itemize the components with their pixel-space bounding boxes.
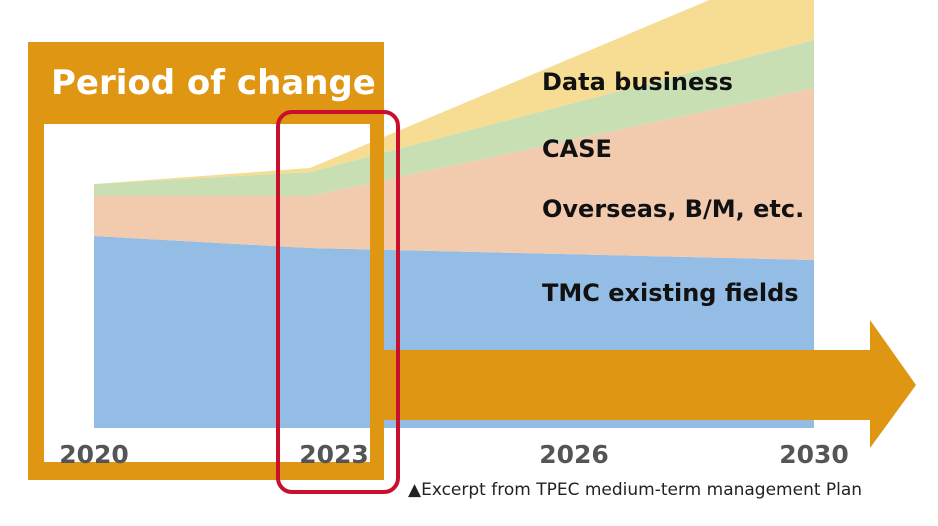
area-data-business bbox=[94, 0, 814, 184]
area-case bbox=[94, 40, 814, 196]
period-of-change-title: Period of change bbox=[51, 63, 376, 103]
period-of-change-box bbox=[28, 42, 384, 480]
series-label-overseas: Overseas, B/M, etc. bbox=[542, 195, 804, 223]
tick-label-2023: 2023 bbox=[299, 440, 369, 469]
series-label-case: CASE bbox=[542, 135, 612, 163]
series-label-data-business: Data business bbox=[542, 68, 733, 96]
area-series-group bbox=[94, 0, 814, 428]
forward-arrow bbox=[370, 320, 916, 448]
tick-label-2020: 2020 bbox=[59, 440, 129, 469]
highlight-2023-frame bbox=[276, 110, 400, 494]
tick-label-2030: 2030 bbox=[779, 440, 849, 469]
series-label-tmc-existing: TMC existing fields bbox=[542, 279, 799, 307]
tick-label-2026: 2026 bbox=[539, 440, 609, 469]
area-overseas-b-m-etc bbox=[94, 88, 814, 260]
source-caption: ▲Excerpt from TPEC medium-term managemen… bbox=[408, 480, 863, 500]
